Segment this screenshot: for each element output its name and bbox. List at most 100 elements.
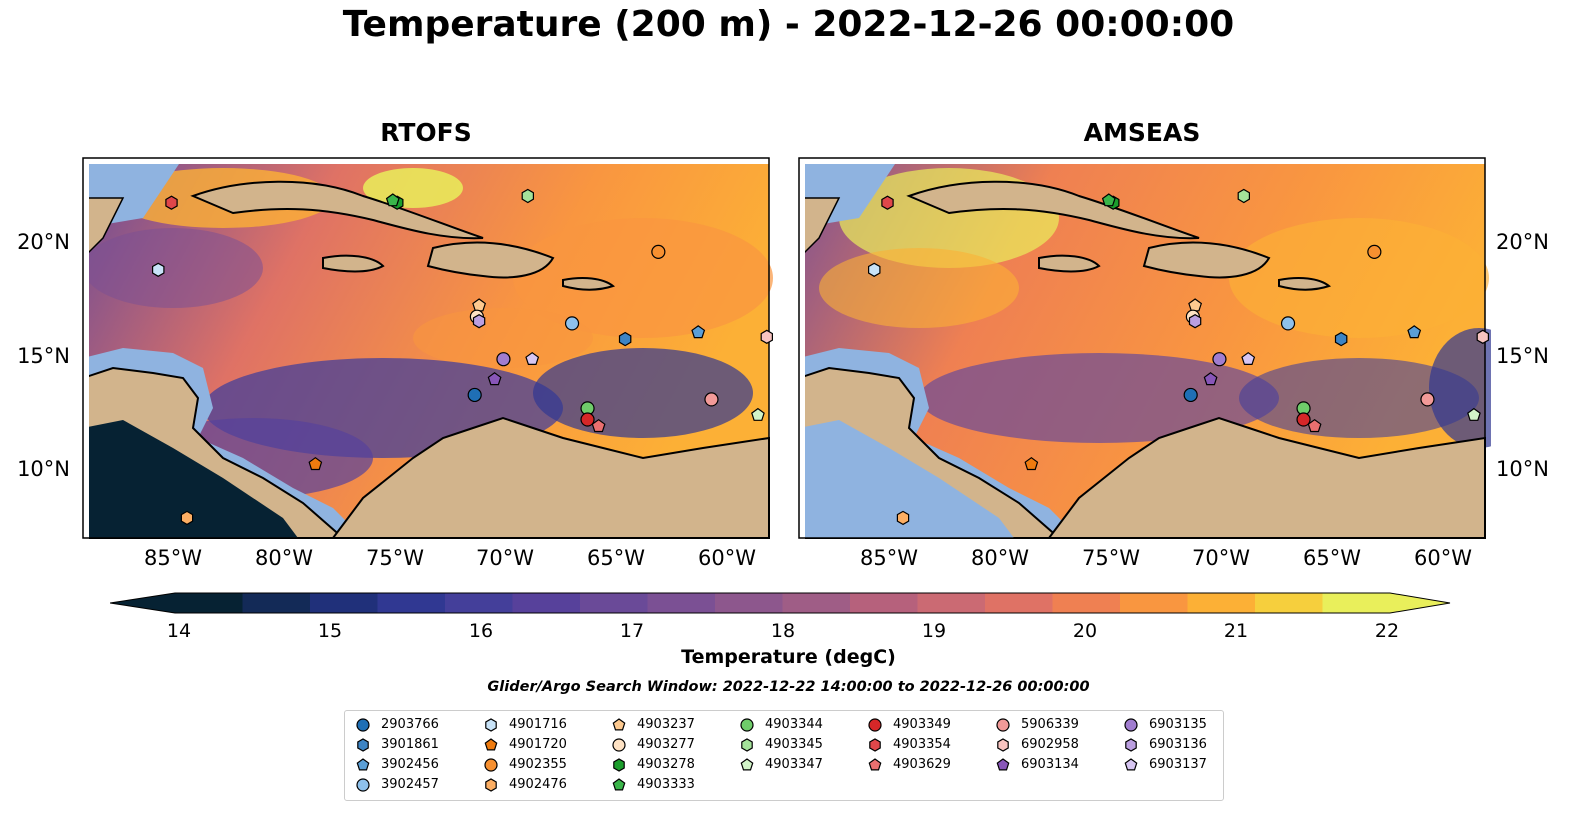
colorbar-label: Temperature (degC) <box>681 646 896 668</box>
platform-marker-6903137[interactable] <box>525 351 540 365</box>
amseas-lon-tick: 70°W <box>1192 546 1250 570</box>
legend-marker-hexagon <box>485 718 497 732</box>
colorbar-extend-high <box>1390 593 1450 613</box>
legend-label: 4903277 <box>637 737 695 752</box>
legend-label: 2903766 <box>381 717 439 732</box>
hispaniola-land <box>1142 241 1271 279</box>
colorbar-bin <box>782 593 851 613</box>
colorbar-bin <box>580 593 648 613</box>
platform-marker-3902456[interactable] <box>691 325 706 339</box>
colorbar-outline <box>110 592 1451 614</box>
yucatan-land <box>805 197 841 254</box>
platform-marker-6903134[interactable] <box>487 372 502 386</box>
platform-marker-4902476[interactable] <box>896 510 910 526</box>
platform-marker-4903347[interactable] <box>751 407 765 421</box>
legend-marker-circle <box>484 758 498 772</box>
platform-marker-3902457[interactable] <box>1280 316 1296 331</box>
platform-marker-3902457[interactable] <box>564 316 580 331</box>
legend-marker-pentagon <box>868 758 882 771</box>
rtofs-lon-tick: 60°W <box>698 546 756 570</box>
platform-marker-3901861[interactable] <box>1334 331 1348 347</box>
legend-label: 6903134 <box>1021 757 1079 772</box>
amseas-panel-title: AMSEAS <box>1083 118 1201 147</box>
rtofs-platform-markers <box>151 188 774 526</box>
colorbar-tick: 14 <box>166 620 192 642</box>
platform-marker-4901716[interactable] <box>867 262 881 277</box>
platform-marker-4901720[interactable] <box>308 456 323 471</box>
platform-marker-3902456[interactable] <box>1407 325 1422 339</box>
platform-marker-6903134[interactable] <box>1203 372 1218 386</box>
platform-marker-4902476[interactable] <box>180 510 194 526</box>
legend-marker-pentagon <box>484 738 498 751</box>
legend-label: 4903349 <box>893 717 951 732</box>
platform-marker-6902958[interactable] <box>760 329 774 344</box>
legend-marker-circle <box>868 718 882 732</box>
colorbar-tick: 15 <box>317 620 343 642</box>
platform-marker-4903333[interactable] <box>1101 193 1116 207</box>
platform-marker-6903137[interactable] <box>1241 351 1256 365</box>
colorbar-tick: 18 <box>770 620 796 642</box>
platform-marker-6902958[interactable] <box>1476 329 1490 344</box>
puerto-rico-land <box>1278 277 1332 291</box>
platform-marker-4903354[interactable] <box>165 195 178 210</box>
legend-label: 4903347 <box>765 757 823 772</box>
rtofs-map[interactable] <box>77 152 775 544</box>
legend-label: 4903354 <box>893 737 951 752</box>
colorbar-bin <box>377 593 446 613</box>
rtofs-lon-tick: 85°W <box>144 546 202 570</box>
platform-marker-4903354[interactable] <box>881 195 894 210</box>
platform-marker-4903349[interactable] <box>580 412 595 427</box>
legend-label: 4903345 <box>765 737 823 752</box>
legend-label: 4901716 <box>509 717 567 732</box>
amseas-lon-tick: 80°W <box>971 546 1029 570</box>
legend-marker-circle <box>356 718 370 732</box>
platform-marker-6903136[interactable] <box>472 314 486 329</box>
legend-marker-hexagon <box>1125 738 1137 752</box>
legend-marker-hexagon <box>485 778 497 792</box>
platform-marker-4903345[interactable] <box>521 188 534 204</box>
yucatan-land <box>89 197 125 254</box>
platform-marker-2903766[interactable] <box>1183 387 1198 403</box>
colorbar-bin <box>242 593 311 613</box>
colorbar-tick: 16 <box>468 620 494 642</box>
legend-label: 3901861 <box>381 737 439 752</box>
amseas-lon-tick: 65°W <box>1303 546 1361 570</box>
platform-marker-4903349[interactable] <box>1296 412 1311 427</box>
platform-marker-4902355[interactable] <box>1367 244 1382 259</box>
map-frame <box>82 157 770 539</box>
legend-marker-pentagon <box>740 758 754 771</box>
platform-marker-6903136[interactable] <box>1188 314 1202 329</box>
platform-marker-4903333[interactable] <box>385 193 400 207</box>
legend-label: 6903136 <box>1149 737 1207 752</box>
colorbar-tick: 22 <box>1374 620 1400 642</box>
platform-marker-4903345[interactable] <box>1237 188 1250 204</box>
legend-label: 4903237 <box>637 717 695 732</box>
colorbar-bin <box>512 593 581 613</box>
legend-marker-hexagon <box>357 738 369 752</box>
colorbar-bin <box>647 593 716 613</box>
cuba-land <box>190 180 484 240</box>
amseas-map[interactable] <box>793 152 1491 544</box>
figure-title: Temperature (200 m) - 2022-12-26 00:00:0… <box>342 4 1235 45</box>
platform-marker-4903629[interactable] <box>591 418 606 433</box>
colorbar-extend-low <box>110 593 175 613</box>
platform-marker-6903135[interactable] <box>1212 352 1227 367</box>
rtofs-lat-tick: 15°N <box>17 344 70 368</box>
legend-marker-circle <box>740 718 754 732</box>
legend-label: 4903629 <box>893 757 951 772</box>
platform-marker-4901720[interactable] <box>1024 456 1039 471</box>
platform-marker-5906339[interactable] <box>1420 392 1435 407</box>
platform-marker-2903766[interactable] <box>467 387 482 403</box>
platform-marker-6903135[interactable] <box>496 352 511 367</box>
legend-marker-pentagon <box>1124 758 1138 771</box>
south-america-land <box>331 416 770 539</box>
legend-marker-hexagon <box>741 738 753 752</box>
cool-patch <box>533 348 753 438</box>
platform-marker-5906339[interactable] <box>704 392 719 407</box>
platform-marker-4901716[interactable] <box>151 262 165 277</box>
platform-marker-3901861[interactable] <box>618 331 632 347</box>
platform-marker-4903629[interactable] <box>1307 418 1322 433</box>
platform-marker-4902355[interactable] <box>651 244 666 259</box>
legend-marker-circle <box>356 778 370 792</box>
platform-marker-4903347[interactable] <box>1467 407 1481 421</box>
